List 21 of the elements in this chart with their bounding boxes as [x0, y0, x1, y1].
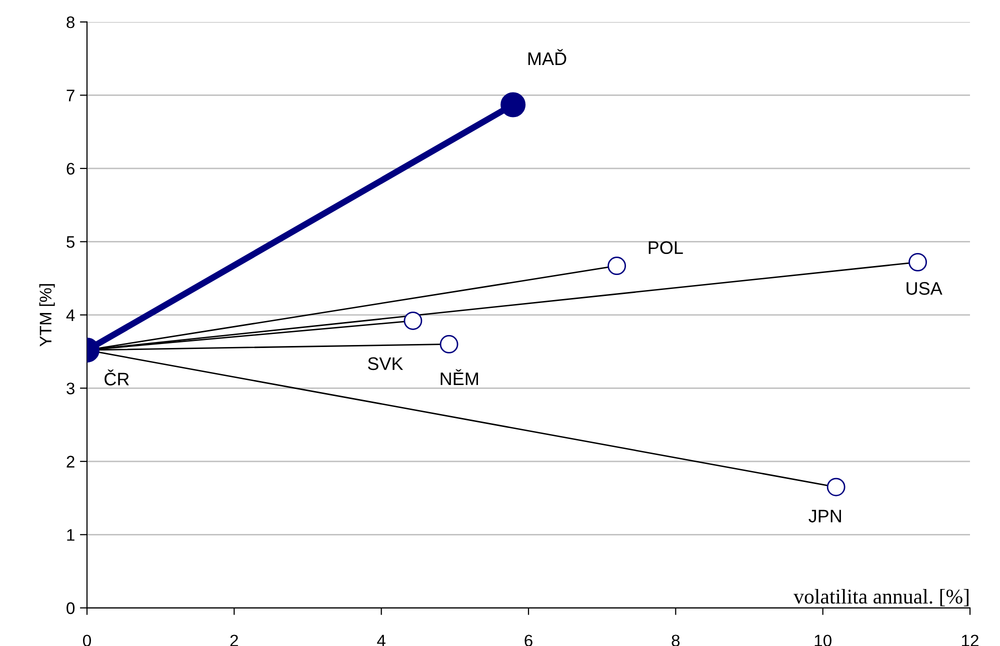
- y-axis-title: YTM [%]: [39, 284, 55, 347]
- y-tick-label: 7: [66, 90, 74, 102]
- y-tick-label: 0: [66, 602, 75, 614]
- annotation: ČR: [104, 370, 129, 386]
- x-tick-label: 12: [962, 634, 978, 646]
- y-tick-label: 4: [66, 310, 75, 321]
- y-tick-label: 1: [67, 529, 74, 541]
- y-tick-label: 6: [66, 162, 74, 175]
- annotation: MAĎ: [528, 49, 566, 65]
- annotation: JPN: [808, 510, 841, 522]
- annotation: POL: [648, 241, 683, 254]
- y-tick-label: 2: [66, 456, 74, 468]
- annotation: SVK: [368, 357, 404, 370]
- y-tick-label: 3: [66, 382, 74, 394]
- y-tick-label: 5: [66, 236, 74, 248]
- x-tick-label: 4: [377, 634, 386, 646]
- annotation: USA: [906, 282, 942, 295]
- x-axis-title: volatilita annual. [%]: [794, 588, 968, 606]
- y-tick-label: 8: [66, 16, 74, 28]
- annotation: NĚM: [440, 369, 478, 385]
- x-tick-label: 2: [230, 634, 238, 646]
